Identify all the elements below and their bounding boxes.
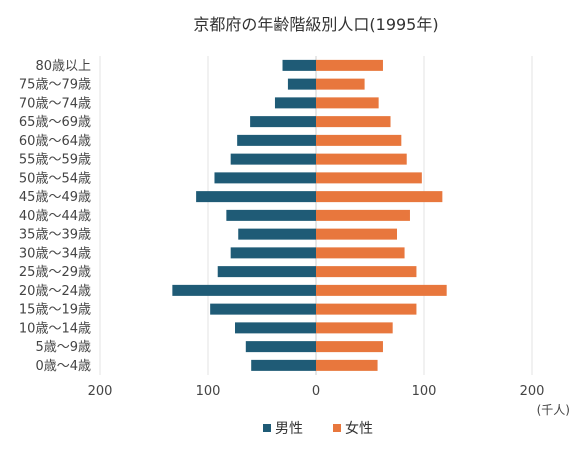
bar-male	[196, 191, 316, 203]
category-label: 75歳～79歳	[19, 78, 91, 93]
bars-group	[172, 59, 447, 371]
bar-female	[316, 341, 383, 353]
x-tick-labels: 200 100 0 100 200	[88, 384, 545, 399]
bar-male	[245, 341, 316, 353]
category-label: 35歳～39歳	[19, 228, 91, 243]
category-label: 80歳以上	[35, 59, 91, 74]
bar-male	[238, 228, 316, 240]
bar-female	[316, 209, 410, 221]
bar-male	[235, 322, 316, 334]
x-tick-label: 200	[88, 384, 113, 399]
x-tick-label: 100	[196, 384, 221, 399]
bar-male	[226, 209, 316, 221]
bar-female	[316, 134, 402, 146]
bar-female	[316, 191, 443, 203]
bar-male	[217, 266, 316, 278]
category-label: 60歳～64歳	[19, 134, 91, 149]
bar-female	[316, 153, 407, 165]
legend-label-male: 男性	[275, 421, 303, 437]
bar-female	[316, 247, 405, 259]
legend-swatch-female	[333, 424, 341, 432]
bar-female	[316, 97, 379, 109]
bar-female	[316, 172, 422, 184]
bar-male	[274, 97, 316, 109]
category-label: 40歳～44歳	[19, 209, 91, 224]
category-label: 25歳～29歳	[19, 265, 91, 280]
category-label: 50歳～54歳	[19, 171, 91, 186]
category-label: 45歳～49歳	[19, 190, 91, 205]
x-tick-label: 100	[412, 384, 437, 399]
category-label: 70歳～74歳	[19, 96, 91, 111]
category-labels: 80歳以上 75歳～79歳 70歳～74歳 65歳～69歳 60歳～64歳 55歳～59歳…	[19, 59, 91, 374]
bar-female	[316, 322, 393, 334]
bar-male	[214, 172, 316, 184]
bar-male	[250, 116, 316, 128]
category-label: 15歳～19歳	[19, 303, 91, 318]
legend-swatch-male	[263, 424, 271, 432]
unit-label: (千人)	[537, 403, 570, 417]
bar-male	[210, 303, 316, 315]
legend-label-female: 女性	[345, 420, 373, 437]
bar-female	[316, 116, 391, 128]
legend: 男性 女性	[263, 420, 373, 437]
x-tick-label: 200	[520, 384, 545, 399]
bar-female	[316, 228, 397, 240]
bar-male	[251, 359, 316, 371]
bar-male	[287, 78, 316, 90]
chart-title: 京都府の年齢階級別人口(1995年)	[193, 15, 438, 34]
category-label: 65歳～69歳	[19, 115, 91, 130]
bar-male	[282, 59, 316, 71]
category-label: 20歳～24歳	[19, 284, 91, 299]
category-label: 55歳～59歳	[19, 153, 91, 168]
category-label: 10歳～14歳	[19, 321, 91, 336]
bar-male	[237, 134, 316, 146]
bar-male	[230, 153, 316, 165]
bar-male	[230, 247, 316, 259]
bar-female	[316, 303, 417, 315]
bar-male	[172, 284, 316, 296]
bar-female	[316, 284, 447, 296]
bar-female	[316, 59, 383, 71]
bar-female	[316, 359, 378, 371]
category-label: 0歳～4歳	[35, 359, 91, 374]
x-tick-label: 0	[312, 384, 320, 399]
category-label: 5歳～9歳	[35, 340, 91, 355]
bar-female	[316, 78, 365, 90]
bar-female	[316, 266, 417, 278]
category-label: 30歳～34歳	[19, 246, 91, 261]
